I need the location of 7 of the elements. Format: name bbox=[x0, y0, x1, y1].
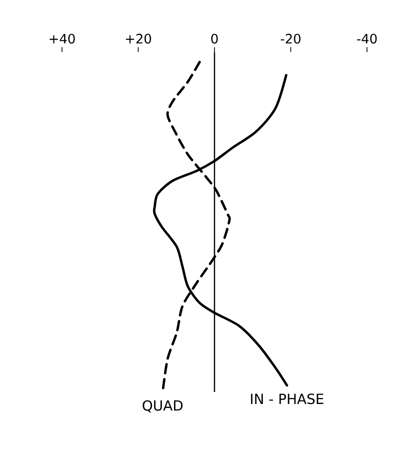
series-label: QUAD bbox=[142, 400, 183, 412]
x-tick-label: -40 bbox=[357, 34, 377, 44]
x-tick-label: +40 bbox=[50, 34, 75, 44]
x-tick-label: +20 bbox=[126, 34, 152, 44]
x-tick-label: 0 bbox=[211, 34, 218, 44]
series-label: IN - PHASE bbox=[251, 394, 324, 404]
x-tick-label: -20 bbox=[280, 34, 300, 44]
